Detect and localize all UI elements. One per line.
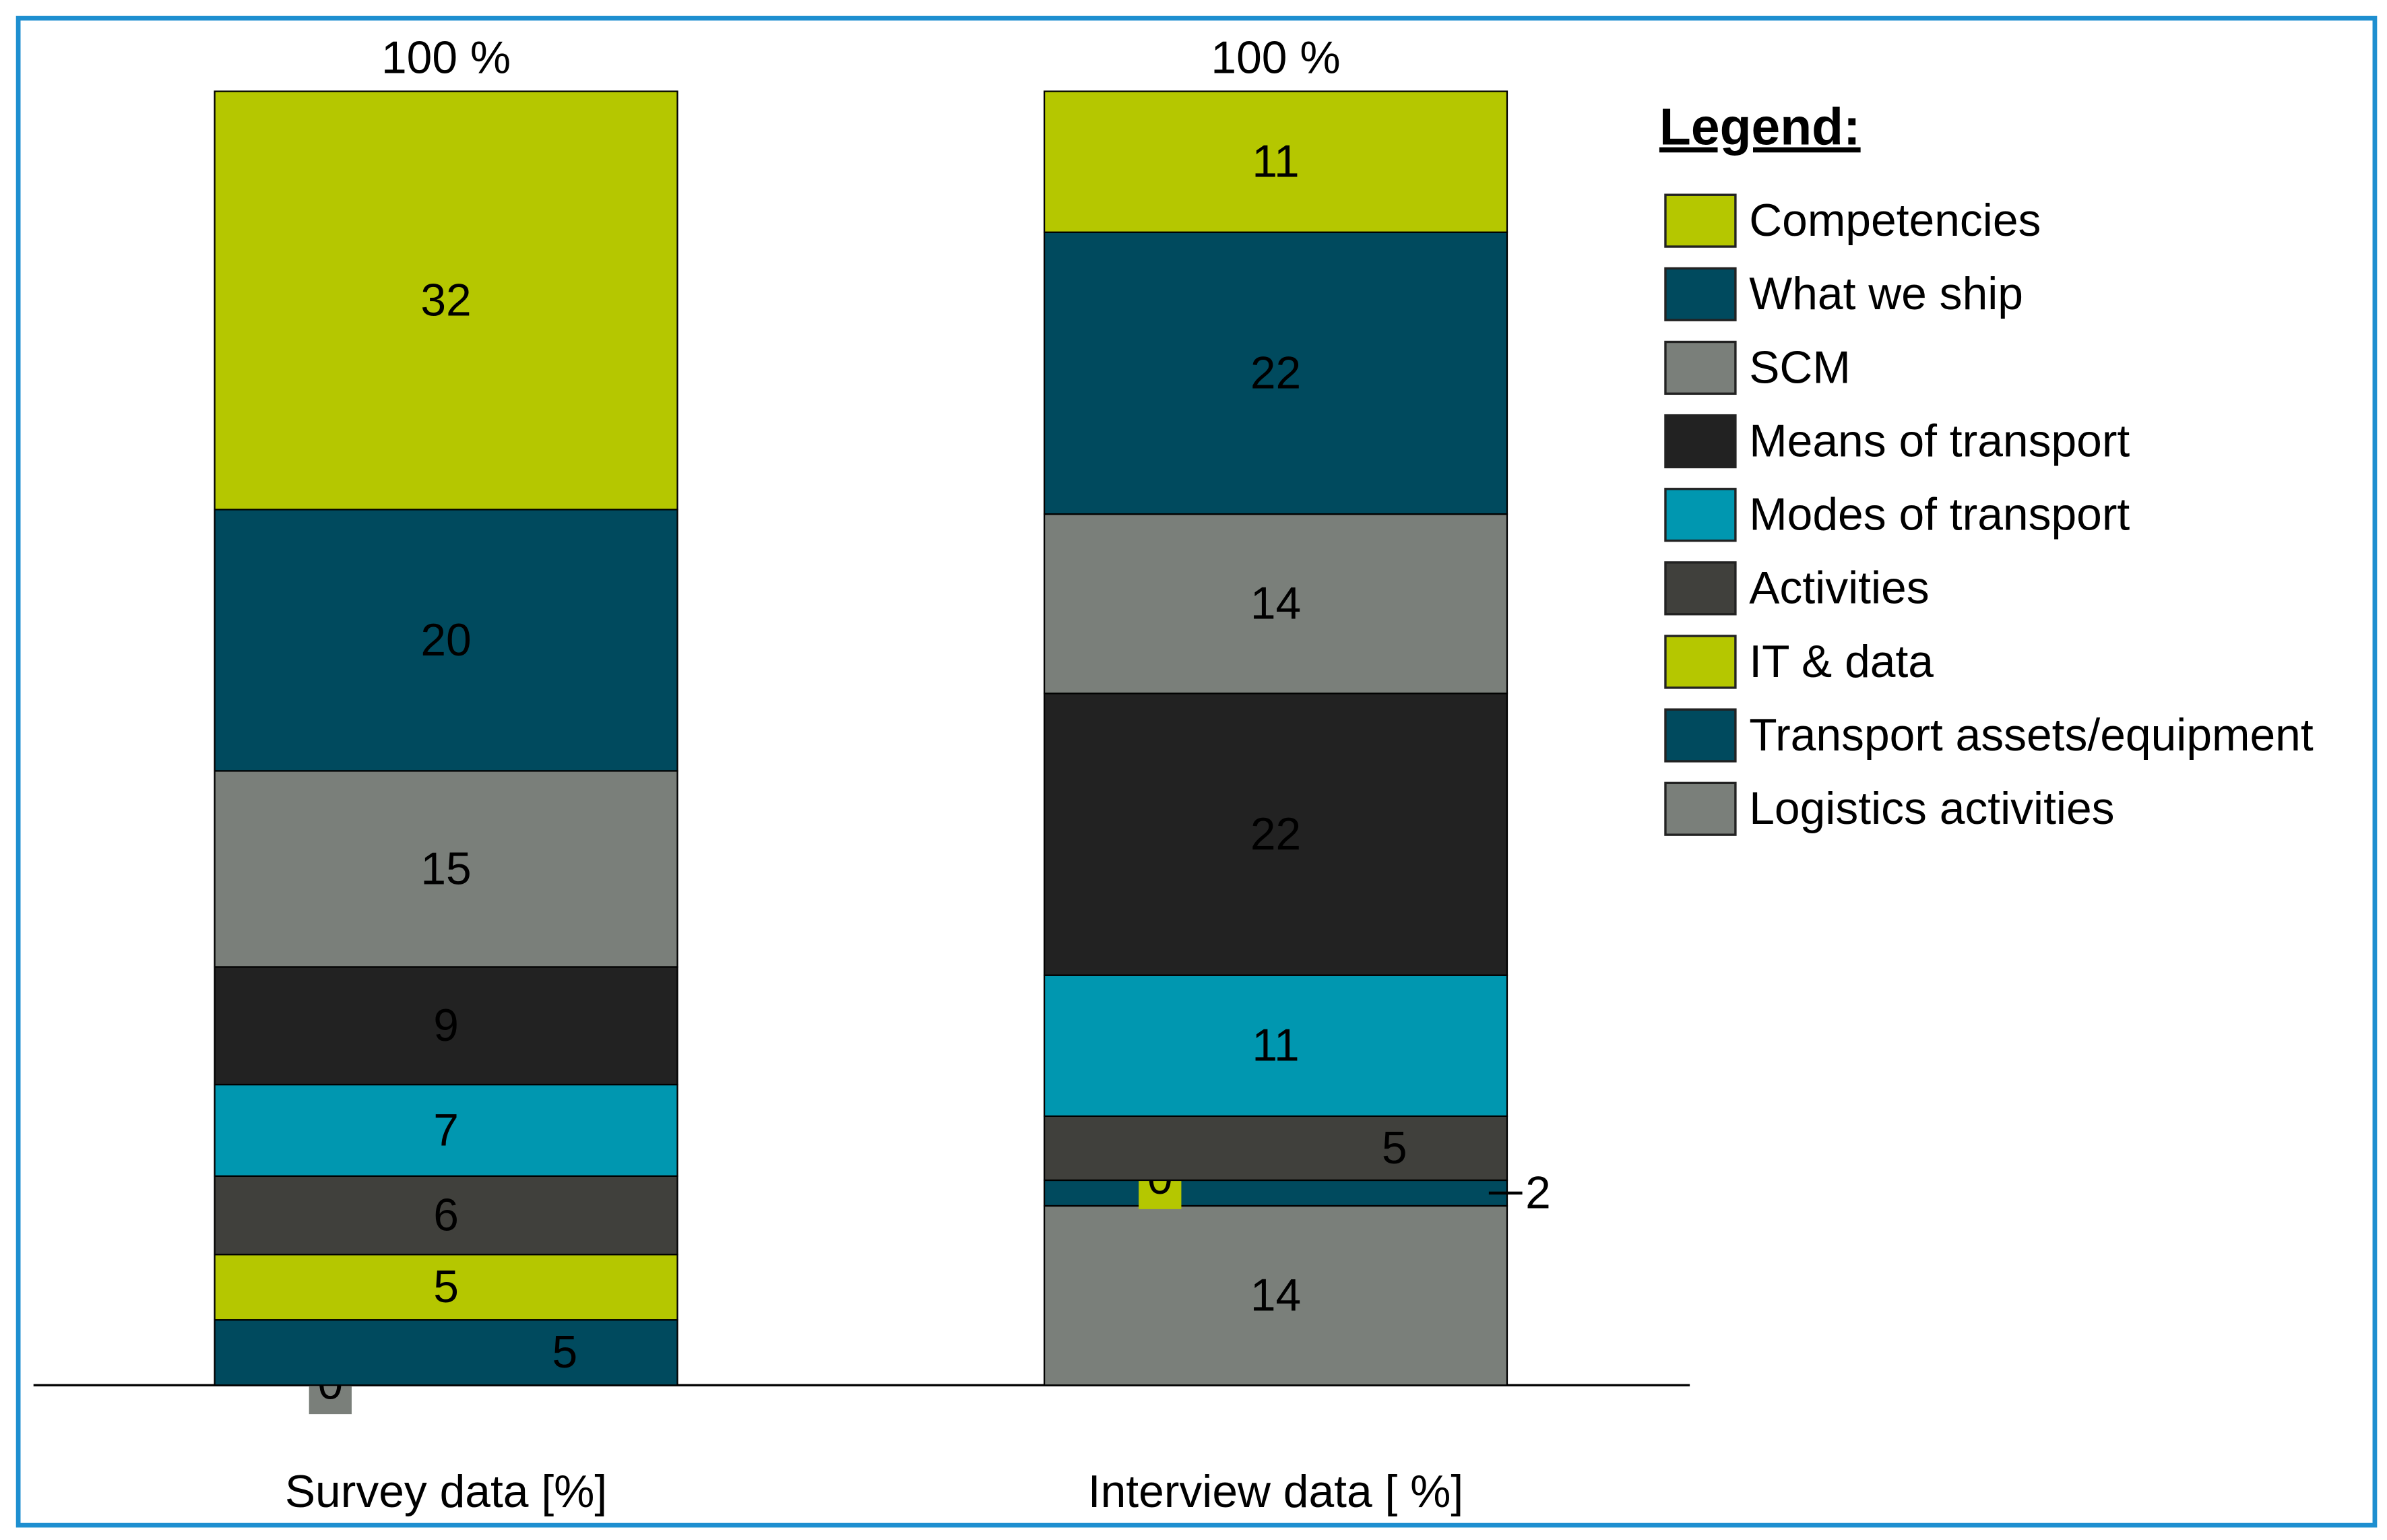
- bar-segment: [1043, 1179, 1508, 1207]
- value-label: 11: [1252, 137, 1299, 187]
- legend-swatch: [1664, 414, 1737, 469]
- legend-swatch: [1664, 193, 1737, 248]
- legend-label: Logistics activities: [1749, 783, 2114, 834]
- legend-swatch: [1664, 488, 1737, 542]
- value-label: 32: [420, 275, 471, 325]
- legend-label: Means of transport: [1749, 416, 2130, 466]
- bar-segment: [214, 1319, 678, 1386]
- legend-label: Competencies: [1749, 195, 2041, 246]
- x-tick-label: Interview data [ %]: [1088, 1467, 1463, 1517]
- bar-segment: [214, 1254, 678, 1321]
- value-label: 6: [433, 1190, 459, 1240]
- bar-segment: [1043, 974, 1508, 1117]
- bar-segment: [1043, 1205, 1508, 1386]
- value-label: 7: [433, 1105, 459, 1155]
- legend-label: SCM: [1749, 342, 1851, 393]
- bar-segment: [1043, 513, 1508, 695]
- legend-swatch: [1664, 267, 1737, 321]
- bar-segment: [214, 966, 678, 1086]
- legend-swatch: [1664, 708, 1737, 763]
- legend-swatch: [1664, 561, 1737, 616]
- legend-title: Legend:: [1659, 98, 1861, 156]
- legend-label: Activities: [1749, 563, 1929, 614]
- value-label: 14: [1250, 1271, 1301, 1321]
- x-tick-label: Survey data [%]: [285, 1467, 607, 1517]
- legend-label: Transport assets/equipment: [1749, 710, 2314, 761]
- bar-segment: [214, 1175, 678, 1256]
- value-label: 2: [1525, 1167, 1551, 1218]
- bar-segment: [1043, 1115, 1508, 1182]
- bar-segment: [1043, 231, 1508, 515]
- legend-swatch: [1664, 340, 1737, 395]
- bar-segment: [214, 1083, 678, 1177]
- total-label: 100 %: [381, 32, 511, 83]
- legend-swatch: [1664, 781, 1737, 836]
- value-label: 22: [1250, 348, 1301, 398]
- value-label: 20: [420, 615, 471, 666]
- value-label: 15: [420, 843, 471, 894]
- bar-segment: [214, 509, 678, 772]
- value-label: 5: [1382, 1123, 1407, 1174]
- value-label: 5: [552, 1327, 577, 1378]
- legend-label: Modes of transport: [1749, 490, 2130, 540]
- legend-label: What we ship: [1749, 269, 2023, 319]
- bar-segment: [1043, 90, 1508, 233]
- total-label: 100 %: [1211, 32, 1340, 83]
- bar-segment: [214, 770, 678, 968]
- value-label: 22: [1250, 809, 1301, 860]
- legend-label: IT & data: [1749, 637, 1934, 687]
- bar-segment: [214, 90, 678, 511]
- value-label: 5: [433, 1262, 459, 1312]
- legend-swatch: [1664, 635, 1737, 689]
- value-label: 14: [1250, 579, 1301, 629]
- value-label: 11: [1252, 1021, 1299, 1071]
- bar-segment: [1043, 693, 1508, 976]
- value-label: 9: [433, 1000, 459, 1051]
